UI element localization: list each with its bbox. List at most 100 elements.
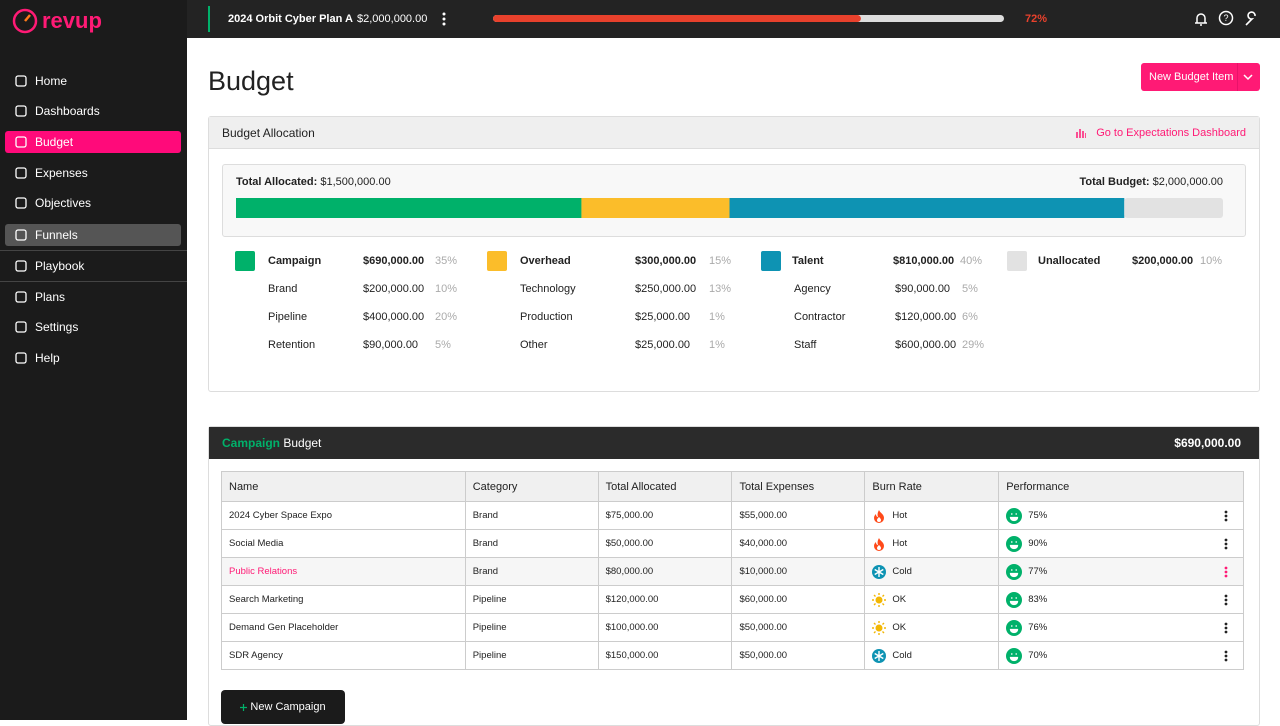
allocation-summary: Total Allocated: $1,500,000.00 Total Bud… — [222, 164, 1246, 237]
table-cell: $100,000.00 — [597, 613, 733, 642]
dot — [1224, 622, 1228, 625]
budget-allocation-panel: Budget Allocation Go to Expectations Das… — [208, 116, 1260, 392]
table-cell: Hot — [864, 529, 1000, 558]
new-campaign-button[interactable]: New Campaign — [221, 690, 345, 724]
performance-icon — [1006, 507, 1023, 524]
divider — [0, 281, 187, 282]
item-share: 13% — [709, 283, 732, 295]
table-cell: $50,000.00 — [731, 641, 866, 670]
table-cell: Search Marketing — [221, 585, 466, 614]
group-name: Unallocated — [1038, 255, 1101, 267]
item-share: 1% — [709, 311, 725, 323]
top-icons[interactable]: ? — [1192, 10, 1272, 28]
table-row[interactable]: 2024 Cyber Space Expo Brand $75,000.00 $55,… — [221, 501, 1244, 530]
new-budget-button[interactable]: New Budget Item — [1141, 63, 1260, 91]
performance-icon — [1006, 535, 1023, 552]
campaign-table: Name Category Total Allocated Total Expense… — [221, 471, 1244, 670]
cell-text: Cold — [892, 566, 912, 577]
table-row[interactable]: Search Marketing Pipeline $120,000.00 $60,0… — [221, 585, 1244, 614]
item-share: 10% — [435, 283, 458, 295]
face — [1006, 563, 1023, 580]
dot — [1224, 542, 1228, 545]
plan-menu[interactable] — [441, 12, 447, 26]
item-amount: $25,000.00 — [635, 311, 691, 323]
nav-icon — [15, 105, 27, 117]
burn-icon — [872, 564, 887, 579]
table-cell: $150,000.00 — [597, 641, 733, 670]
nav-item[interactable]: Budget — [5, 131, 181, 153]
item-amount: $90,000.00 — [895, 283, 951, 295]
link-text: Go to Expectations Dashboard — [1096, 126, 1246, 139]
cell: 83% — [1006, 591, 1242, 608]
row-menu[interactable] — [1224, 594, 1228, 606]
table-row[interactable]: Demand Gen Placeholder Pipeline $100,000.0… — [221, 613, 1244, 642]
item-share: 6% — [962, 311, 978, 323]
nav-item[interactable]: Help — [5, 347, 181, 369]
cell-text: Brand — [472, 510, 499, 521]
cell-text: Search Marketing — [229, 594, 304, 605]
nav-label: Home — [35, 74, 68, 88]
burn-icon — [872, 592, 887, 607]
row-menu[interactable] — [1224, 538, 1228, 550]
table-row[interactable]: SDR Agency Pipeline $150,000.00 $50,000.00 C… — [221, 641, 1244, 670]
nav-item[interactable]: Home — [5, 70, 181, 92]
top-bar: 2024 Orbit Cyber Plan A $2,000,000.00 72… — [187, 0, 1280, 38]
cell: 70% — [1006, 647, 1242, 664]
dot — [1224, 514, 1228, 517]
table-row[interactable]: Social Media Brand $50,000.00 $40,000.00 Hot… — [221, 529, 1244, 558]
icon-shape — [15, 105, 27, 117]
cell-group: OK — [872, 592, 906, 607]
nav-item[interactable]: Objectives — [5, 192, 181, 214]
cell: 77% — [1006, 563, 1242, 580]
sun — [875, 624, 883, 631]
plan-name[interactable]: 2024 Orbit Cyber Plan A — [228, 13, 353, 25]
item-amount: $400,000.00 — [363, 311, 425, 323]
row-menu[interactable] — [1224, 622, 1228, 634]
logo[interactable]: revup — [12, 8, 102, 34]
dashboard-link[interactable]: Go to Expectations Dashboard — [1076, 127, 1246, 139]
cell-text: Brand — [472, 566, 499, 577]
table-cell: 70% — [998, 641, 1244, 670]
nav-item[interactable]: Dashboards — [5, 100, 181, 122]
item-amount: $90,000.00 — [363, 339, 419, 351]
cell-group: 77% — [1006, 563, 1047, 580]
cell-text: Cold — [892, 650, 912, 661]
table-row[interactable]: Public Relations Brand $80,000.00 $10,000.0… — [221, 557, 1244, 586]
row-menu[interactable] — [1224, 510, 1228, 522]
dropdown-icon[interactable] — [1237, 63, 1260, 91]
title-highlight: Campaign — [222, 436, 281, 450]
cell-text: Public Relations — [229, 566, 298, 577]
nav-item[interactable]: Playbook — [5, 255, 181, 277]
cell-group: 75% — [1006, 507, 1047, 524]
flame — [874, 537, 885, 551]
item-name: Staff — [794, 339, 817, 351]
cell-group: Hot — [872, 537, 907, 551]
icon-shape — [15, 229, 27, 241]
allocation-segment — [1124, 198, 1223, 218]
cell: Hot — [872, 537, 997, 551]
cell-text: Hot — [892, 510, 908, 521]
dot — [1224, 602, 1228, 605]
cell-text: 2024 Cyber Space Expo — [229, 510, 332, 521]
allocation-segment — [236, 198, 582, 218]
link-icon — [1076, 128, 1087, 138]
group-swatch — [235, 251, 255, 271]
performance-icon — [1006, 591, 1023, 608]
item-amount: $200,000.00 — [363, 283, 425, 295]
cell-group: Cold — [872, 648, 912, 663]
row-menu[interactable] — [1224, 650, 1228, 662]
nav-item[interactable]: Plans — [5, 286, 181, 308]
group-swatch — [761, 251, 781, 271]
column-header: Performance — [998, 471, 1244, 502]
allocation-bar — [236, 198, 1223, 218]
table-cell: 76% — [998, 613, 1244, 642]
nav-item[interactable]: Expenses — [5, 162, 181, 184]
nav-item[interactable]: Funnels — [5, 224, 181, 246]
row-menu[interactable] — [1224, 566, 1228, 578]
item-amount: $25,000.00 — [635, 339, 691, 351]
nav-label: Funnels — [35, 228, 78, 242]
column-header: Total Allocated — [597, 471, 733, 502]
nav-label: Expenses — [35, 166, 88, 180]
nav-item[interactable]: Settings — [5, 316, 181, 338]
